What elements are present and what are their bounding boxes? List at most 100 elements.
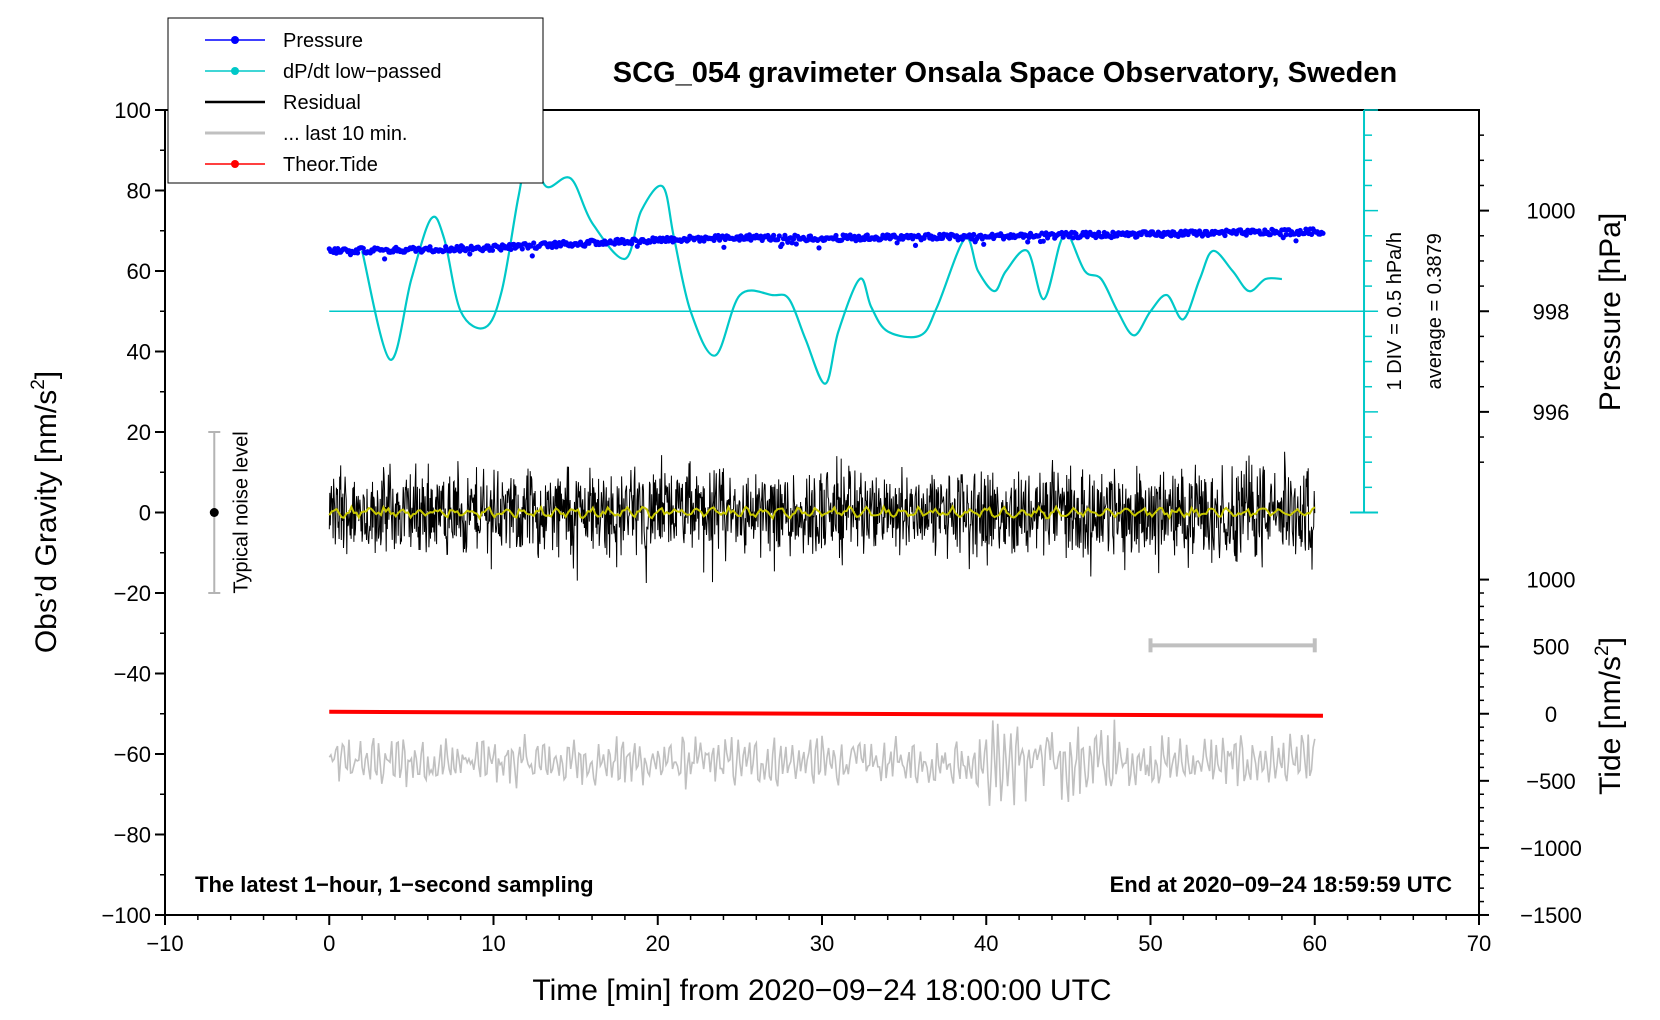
tide-tick-label: 1000 [1527, 568, 1576, 593]
legend-label: Pressure [283, 30, 363, 52]
tide-tick-label: −1000 [1520, 836, 1582, 861]
y-axis-title-left-sup: 2 [28, 379, 49, 390]
x-axis-ticks: −10 0 10 20 30 40 50 60 70 [146, 915, 1491, 956]
pressure-point [382, 256, 388, 262]
pressure-point [531, 240, 537, 246]
dpdt-scale [329, 109, 1379, 514]
y-tick-label: 100 [114, 98, 151, 123]
pressure-point [508, 246, 514, 252]
x-tick-label: 50 [1138, 931, 1162, 956]
legend-marker [231, 160, 239, 168]
pressure-point [1320, 230, 1326, 236]
y-axis-title-left-text: Obs’d Gravity [nm/s [30, 390, 63, 653]
residual-line [328, 451, 1316, 584]
dpdt-line [361, 149, 1282, 385]
pressure-point [833, 232, 839, 239]
pressure-point [498, 247, 504, 253]
pressure-point [785, 239, 791, 245]
pressure-axis-ticks: 1000 998 996 [1479, 134, 1576, 463]
x-tick-label: −10 [146, 931, 183, 956]
pressure-point [529, 253, 535, 259]
legend: Pressure dP/dt low−passed Residual ... last… [205, 30, 441, 176]
tide-tick-label: −1500 [1520, 903, 1582, 928]
legend-label: dP/dt low−passed [283, 61, 441, 83]
y-axis-left-ticks: 100 80 60 40 20 0 −20 −40 −60 −80 −100 [101, 98, 165, 928]
legend-marker [231, 36, 239, 44]
legend-item: Pressure [205, 30, 363, 52]
pressure-point [1243, 232, 1249, 238]
pressure-point [519, 246, 525, 252]
y-tick-label: −80 [114, 823, 151, 848]
pressure-point [790, 236, 797, 242]
pressure-point [701, 238, 707, 244]
pressure-point [816, 245, 822, 251]
pressure-point [360, 245, 366, 251]
legend-label: ... last 10 min. [283, 123, 408, 145]
pressure-tick-label: 1000 [1527, 199, 1576, 224]
tide-axis-ticks: 1000 500 0 −500 −1000 −1500 [1479, 568, 1582, 928]
y-tick-label: 80 [127, 179, 151, 204]
pressure-point [629, 241, 635, 247]
x-tick-label: 0 [323, 931, 335, 956]
pressure-tick-label: 998 [1533, 299, 1570, 324]
pressure-point [981, 241, 987, 247]
pressure-point [912, 242, 919, 248]
tide-tick-label: −500 [1526, 769, 1576, 794]
pressure-point [894, 240, 900, 246]
pressure-point [1267, 232, 1273, 238]
x-tick-label: 20 [646, 931, 670, 956]
pressure-point [776, 233, 782, 239]
dpdt-average-label: average = 0.3879 [1424, 233, 1446, 389]
y-tick-label: −20 [114, 581, 151, 606]
y-tick-label: −40 [114, 662, 151, 687]
pressure-point [1222, 232, 1228, 239]
ten-minute-scale-bar [1148, 638, 1317, 653]
legend-label: Theor.Tide [283, 154, 378, 176]
note-right: End at 2020−09−24 18:59:59 UTC [1110, 872, 1453, 897]
y-tick-label: 40 [127, 340, 151, 365]
pressure-point [612, 241, 618, 247]
y-axis-title-tide: Tide [nm/s2] [1592, 637, 1627, 795]
noise-level-label: Typical noise level [230, 431, 252, 593]
y-axis-title-pressure: Pressure [hPa] [1594, 213, 1627, 411]
y-tick-label: −100 [101, 903, 151, 928]
pressure-point [634, 243, 640, 249]
pressure-point [771, 232, 777, 238]
x-tick-label: 60 [1303, 931, 1327, 956]
pressure-point [489, 247, 496, 253]
y-axis-title-tide-sup: 2 [1592, 645, 1613, 656]
pressure-point [719, 233, 726, 239]
pressure-points [326, 226, 1326, 262]
pressure-point [1025, 239, 1031, 245]
y-axis-title-tide-text: Tide [nm/s [1594, 656, 1627, 795]
pressure-point [614, 236, 621, 242]
legend-item: Residual [205, 92, 361, 114]
noise-point [209, 508, 219, 517]
x-tick-label: 10 [481, 931, 505, 956]
pressure-tick-label: 996 [1533, 400, 1570, 425]
pressure-point [864, 232, 870, 238]
last-10-min-line [328, 719, 1316, 806]
y-axis-title-left: Obs’d Gravity [nm/s2] [28, 371, 63, 653]
x-tick-label: 30 [810, 931, 834, 956]
legend-marker [231, 67, 239, 75]
residual-smoothed-line [328, 504, 1316, 521]
noise-level-indicator [208, 431, 221, 594]
pressure-point [1168, 233, 1174, 239]
pressure-point [793, 241, 799, 247]
tide-tick-label: 0 [1545, 702, 1557, 727]
pressure-point [721, 244, 727, 250]
legend-box [167, 17, 544, 184]
pressure-point [1293, 238, 1299, 244]
y-axis-title-left-close: ] [30, 371, 63, 379]
dpdt-div-label: 1 DIV = 0.5 hPa/h [1384, 232, 1406, 390]
y-tick-label: 0 [139, 501, 151, 526]
legend-label: Residual [283, 92, 361, 114]
pressure-point [457, 248, 463, 254]
note-left: The latest 1−hour, 1−second sampling [195, 872, 594, 897]
pressure-point [467, 251, 473, 257]
y-tick-label: −60 [114, 742, 151, 767]
pressure-point [549, 244, 555, 250]
legend-item: ... last 10 min. [205, 123, 408, 145]
